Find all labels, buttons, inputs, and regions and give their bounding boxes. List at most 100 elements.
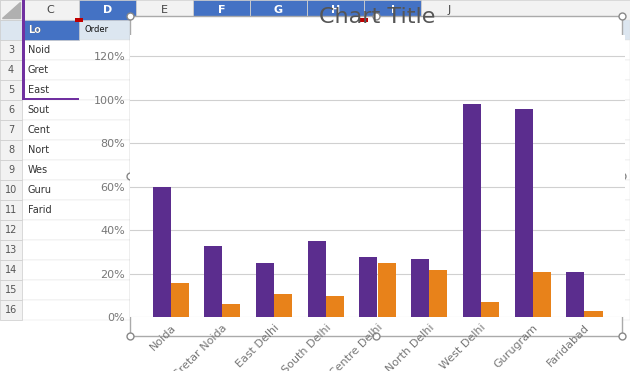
- Text: Discount: Discount: [370, 26, 407, 35]
- Bar: [75, 18, 83, 22]
- Bar: [566, 272, 585, 318]
- Bar: [0, 60, 22, 80]
- Text: East: East: [28, 85, 49, 95]
- Bar: [0, 180, 630, 200]
- Bar: [463, 104, 481, 318]
- Bar: [0, 60, 630, 80]
- Bar: [0, 300, 630, 320]
- Text: Sout: Sout: [28, 105, 50, 115]
- Text: 15: 15: [5, 285, 17, 295]
- Bar: [307, 241, 326, 318]
- Bar: [204, 246, 222, 318]
- Bar: [0, 0, 630, 20]
- Text: C: C: [47, 5, 54, 15]
- Text: Order: Order: [84, 26, 109, 35]
- Bar: [515, 109, 533, 318]
- Bar: [0, 220, 22, 240]
- Text: 14: 14: [5, 265, 17, 275]
- Text: Order: Order: [198, 26, 223, 35]
- Bar: [481, 302, 499, 318]
- Text: 12: 12: [5, 225, 17, 235]
- Text: 16: 16: [5, 305, 17, 315]
- Bar: [411, 259, 429, 318]
- Bar: [326, 296, 344, 318]
- Text: I: I: [391, 5, 394, 15]
- Text: E: E: [161, 5, 168, 15]
- Text: Payment: Payment: [312, 26, 350, 35]
- Bar: [0, 280, 22, 300]
- Bar: [0, 160, 22, 180]
- Bar: [0, 140, 22, 160]
- Text: 6: 6: [8, 105, 14, 115]
- Bar: [0, 120, 630, 140]
- Bar: [0, 80, 630, 100]
- Bar: [22, 0, 25, 100]
- Bar: [0, 260, 630, 280]
- Text: Lo: Lo: [28, 25, 40, 35]
- Bar: [0, 260, 22, 280]
- Bar: [0, 40, 630, 60]
- Bar: [79, 0, 136, 20]
- Bar: [256, 263, 274, 318]
- Bar: [0, 280, 630, 300]
- Bar: [0, 20, 630, 40]
- Bar: [0, 40, 22, 60]
- Bar: [0, 80, 22, 100]
- Bar: [22, 98, 79, 100]
- Bar: [377, 263, 396, 318]
- Text: J: J: [448, 5, 451, 15]
- Bar: [364, 0, 421, 20]
- Text: Guru: Guru: [28, 185, 52, 195]
- Bar: [360, 18, 368, 22]
- Bar: [0, 160, 630, 180]
- Text: 13: 13: [5, 245, 17, 255]
- Bar: [22, 20, 79, 40]
- Bar: [0, 120, 22, 140]
- Text: Wes: Wes: [28, 165, 48, 175]
- Text: 11: 11: [5, 205, 17, 215]
- Bar: [250, 0, 307, 20]
- Bar: [171, 283, 189, 318]
- Bar: [0, 200, 630, 220]
- Bar: [222, 304, 241, 318]
- Bar: [0, 140, 630, 160]
- Bar: [0, 240, 22, 260]
- Bar: [0, 200, 22, 220]
- Bar: [274, 293, 292, 318]
- Bar: [0, 100, 22, 120]
- Bar: [193, 0, 250, 20]
- Bar: [130, 16, 622, 336]
- Text: Lo: Lo: [28, 25, 40, 35]
- Bar: [533, 272, 551, 318]
- Bar: [0, 180, 22, 200]
- Text: 9: 9: [8, 165, 14, 175]
- Bar: [585, 311, 602, 318]
- Text: 7: 7: [8, 125, 14, 135]
- Text: 8: 8: [8, 145, 14, 155]
- Text: Gret: Gret: [28, 65, 49, 75]
- Bar: [0, 240, 630, 260]
- Text: G: G: [274, 5, 283, 15]
- Text: Farid: Farid: [28, 205, 51, 215]
- Text: 5: 5: [8, 85, 14, 95]
- Bar: [152, 187, 171, 318]
- Bar: [307, 0, 364, 20]
- Text: F: F: [218, 5, 226, 15]
- Text: Achived: Achived: [256, 26, 289, 35]
- Bar: [0, 100, 630, 120]
- Text: 10: 10: [5, 185, 17, 195]
- Text: Cent: Cent: [28, 125, 50, 135]
- Bar: [0, 220, 630, 240]
- Bar: [359, 256, 377, 318]
- Text: D: D: [103, 5, 112, 15]
- Bar: [0, 300, 22, 320]
- Text: Nort: Nort: [28, 145, 49, 155]
- Polygon shape: [2, 2, 20, 18]
- Text: Noid: Noid: [28, 45, 50, 55]
- Bar: [429, 270, 447, 318]
- Text: 3: 3: [8, 45, 14, 55]
- Title: Chart Title: Chart Title: [319, 7, 436, 27]
- Bar: [0, 0, 22, 20]
- Text: H: H: [331, 5, 340, 15]
- Text: 4: 4: [8, 65, 14, 75]
